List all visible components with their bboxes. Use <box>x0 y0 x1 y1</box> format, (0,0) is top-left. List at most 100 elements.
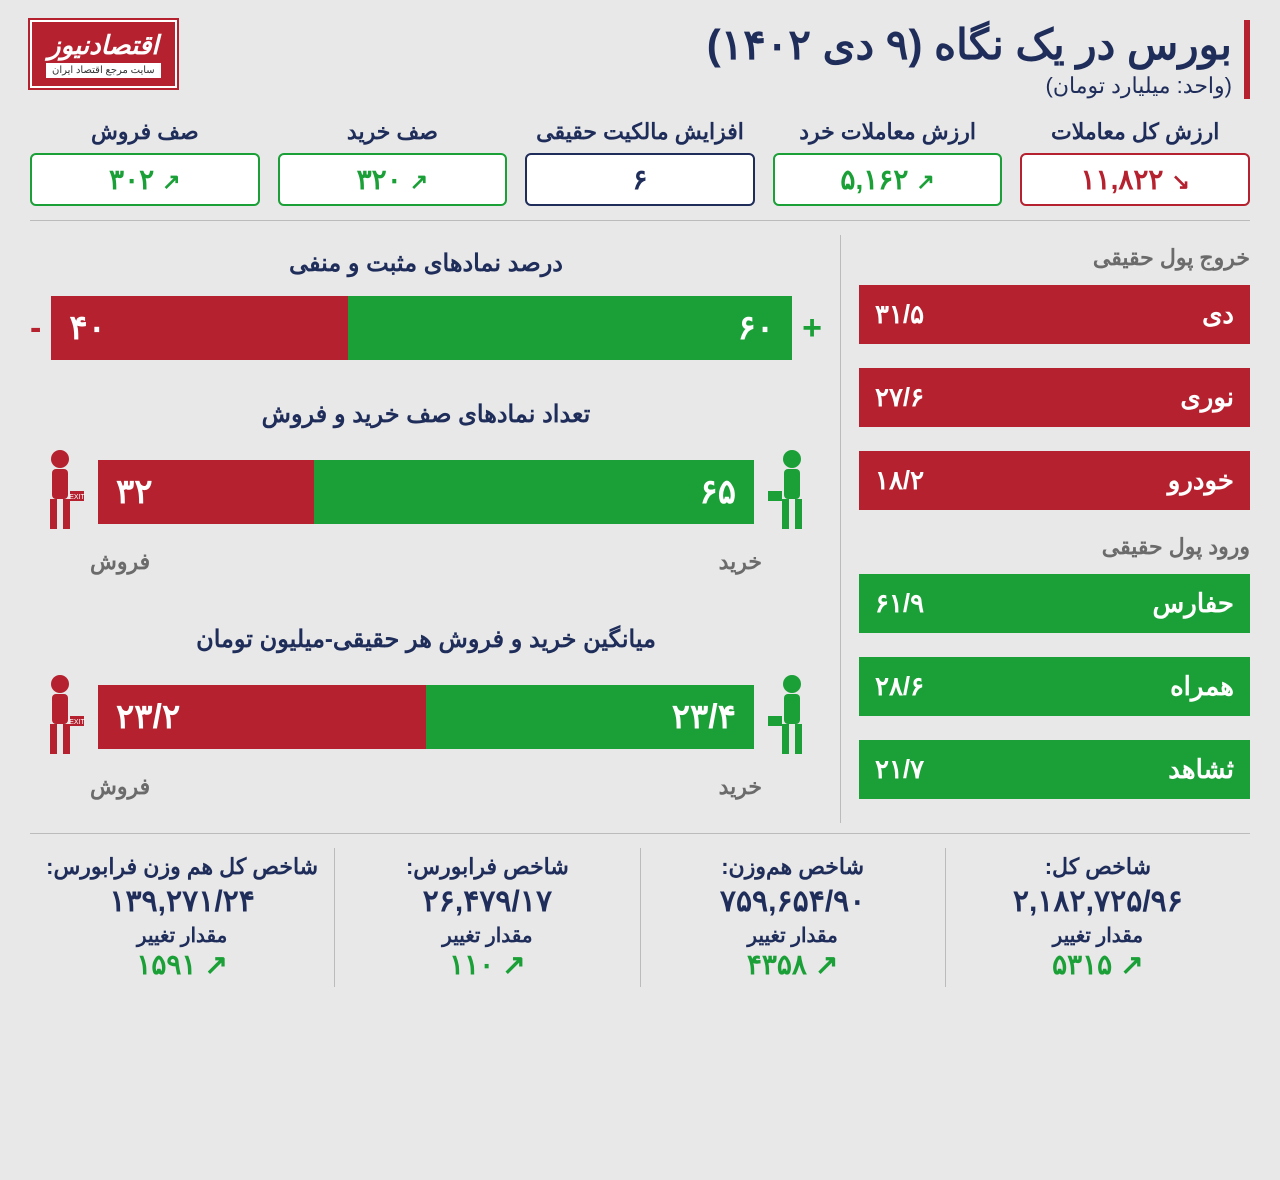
stats-row: ارزش کل معاملات ۱۱,۸۲۲ ارزش معاملات خرد ۵,۱… <box>30 119 1250 221</box>
index-change-label: مقدار تغییر <box>651 923 935 948</box>
outflow-list: دی ۳۱/۵ نوری ۲۷/۶ خودرو ۱۸/۲ <box>859 285 1250 510</box>
stat-label: افزایش مالکیت حقیقی <box>525 119 755 145</box>
stat-number: ۳۰۲ <box>109 163 154 196</box>
arrow-up-icon <box>410 164 428 196</box>
avg-bar-track: ۲۳/۴ ۲۳/۲ <box>98 685 754 749</box>
arrow-icon: ↗ <box>204 948 227 981</box>
arrow-up-icon <box>916 164 934 196</box>
seller-icon: EXIT <box>30 447 90 537</box>
seller-icon: EXIT <box>30 672 90 762</box>
inflow-title: ورود پول حقیقی <box>859 534 1250 560</box>
stat-number: ۳۲۰ <box>357 163 402 196</box>
index-change: ↗۱۵۹۱ <box>40 948 324 981</box>
index-col: شاخص کل هم وزن فرابورس:۱۳۹,۲۷۱/۲۴مقدار ت… <box>30 848 334 987</box>
index-change-label: مقدار تغییر <box>345 923 629 948</box>
minus-sign: - <box>30 309 41 348</box>
index-value: ۲,۱۸۲,۷۲۵/۹۶ <box>956 884 1240 919</box>
pct-positive-segment: ۶۰ <box>348 296 792 360</box>
svg-text:EXIT: EXIT <box>69 494 85 501</box>
flow-value: ۲۸/۶ <box>875 671 924 702</box>
index-change: ↗۴۳۵۸ <box>651 948 935 981</box>
svg-text:EXIT: EXIT <box>69 719 85 726</box>
flow-value: ۲۱/۷ <box>875 754 924 785</box>
stat-value: ۱۱,۸۲۲ <box>1020 153 1250 206</box>
title-block: بورس در یک نگاه (۹ دی ۱۴۰۲) (واحد: میلیا… <box>707 20 1250 99</box>
buyer-icon <box>762 672 822 762</box>
queue-bar-labels: خرید فروش <box>30 545 822 575</box>
stat-card: صف خرید ۳۲۰ <box>278 119 508 206</box>
stat-card: صف فروش۳۰۲ <box>30 119 260 206</box>
avg-bar-labels: خرید فروش <box>30 770 822 800</box>
index-change-value: ۴۳۵۸ <box>747 948 807 981</box>
flow-name: نوری <box>1180 382 1234 413</box>
index-name: شاخص هم‌وزن: <box>651 854 935 880</box>
avg-bar: ۲۳/۴ ۲۳/۲ EXIT <box>30 672 822 762</box>
arrow-up-icon <box>162 164 180 196</box>
avg-bar-block: ۲۳/۴ ۲۳/۲ EXIT خرید فروش <box>30 672 822 800</box>
arrow-icon: ↗ <box>502 948 525 981</box>
flow-value: ۶۱/۹ <box>875 588 924 619</box>
flow-item: حفارس ۶۱/۹ <box>859 574 1250 633</box>
index-change-value: ۱۵۹۱ <box>136 948 196 981</box>
index-change-label: مقدار تغییر <box>956 923 1240 948</box>
index-col: شاخص هم‌وزن: ۷۵۹,۶۵۴/۹۰ مقدار تغییر↗۴۳۵۸ <box>640 848 945 987</box>
flow-name: همراه <box>1170 671 1234 702</box>
flow-name: ثشاهد <box>1168 754 1234 785</box>
queue-bar-block: ۶۵ ۳۲ EXIT خرید فروش <box>30 447 822 575</box>
index-change-value: ۱۱۰ <box>449 948 494 981</box>
flow-item: دی ۳۱/۵ <box>859 285 1250 344</box>
index-change: ↗۵۳۱۵ <box>956 948 1240 981</box>
logo-subtext: سایت مرجع اقتصاد ایران <box>46 63 161 78</box>
content: درصد نمادهای مثبت و منفی + ۶۰ ۴۰ - تعداد… <box>30 235 840 823</box>
brand-logo: اقتصادنیوز سایت مرجع اقتصاد ایران <box>30 20 177 88</box>
avg-buy-label: خرید <box>719 774 762 800</box>
flow-item: همراه ۲۸/۶ <box>859 657 1250 716</box>
flow-item: نوری ۲۷/۶ <box>859 368 1250 427</box>
page-subtitle: (واحد: میلیارد تومان) <box>707 73 1232 99</box>
index-name: شاخص کل: <box>956 854 1240 880</box>
queue-sell-segment: ۳۲ <box>98 460 314 524</box>
logo-text: اقتصادنیوز <box>46 30 161 61</box>
index-col: شاخص فرابورس:۲۶,۴۷۹/۱۷مقدار تغییر↗۱۱۰ <box>334 848 639 987</box>
pct-bar: + ۶۰ ۴۰ - <box>30 296 822 360</box>
queue-bar-track: ۶۵ ۳۲ <box>98 460 754 524</box>
avg-sell-label: فروش <box>90 774 150 800</box>
index-value: ۱۳۹,۲۷۱/۲۴ <box>40 884 324 919</box>
stat-label: ارزش معاملات خرد <box>773 119 1003 145</box>
arrow-icon: ↗ <box>1120 948 1143 981</box>
flow-value: ۳۱/۵ <box>875 299 924 330</box>
avg-bar-title: میانگین خرید و فروش هر حقیقی-میلیون توما… <box>30 625 822 654</box>
index-change-label: مقدار تغییر <box>40 923 324 948</box>
queue-bar-title: تعداد نمادهای صف خرید و فروش <box>30 400 822 429</box>
flow-name: حفارس <box>1153 588 1234 619</box>
queue-buy-label: خرید <box>719 549 762 575</box>
stat-value: ۶ <box>525 153 755 206</box>
flow-value: ۱۸/۲ <box>875 465 924 496</box>
outflow-title: خروج پول حقیقی <box>859 245 1250 271</box>
stat-value: ۵,۱۶۲ <box>773 153 1003 206</box>
flow-name: خودرو <box>1168 465 1234 496</box>
infographic-root: بورس در یک نگاه (۹ دی ۱۴۰۲) (واحد: میلیا… <box>0 0 1280 1007</box>
flow-value: ۲۷/۶ <box>875 382 924 413</box>
stat-number: ۶ <box>633 163 648 196</box>
index-value: ۷۵۹,۶۵۴/۹۰ <box>651 884 935 919</box>
flow-item: خودرو ۱۸/۲ <box>859 451 1250 510</box>
avg-buy-segment: ۲۳/۴ <box>426 685 754 749</box>
stat-number: ۱۱,۸۲۲ <box>1081 163 1164 196</box>
index-value: ۲۶,۴۷۹/۱۷ <box>345 884 629 919</box>
stat-card: ارزش کل معاملات ۱۱,۸۲۲ <box>1020 119 1250 206</box>
flow-name: دی <box>1202 299 1234 330</box>
main-grid: خروج پول حقیقی دی ۳۱/۵ نوری ۲۷/۶ خودرو ۱۸/۲ و… <box>30 235 1250 823</box>
page-title: بورس در یک نگاه (۹ دی ۱۴۰۲) <box>707 20 1232 69</box>
index-col: شاخص کل: ۲,۱۸۲,۷۲۵/۹۶ مقدار تغییر↗۵۳۱۵ <box>945 848 1250 987</box>
pct-bar-track: ۶۰ ۴۰ <box>51 296 792 360</box>
stat-label: صف خرید <box>278 119 508 145</box>
stat-label: ارزش کل معاملات <box>1020 119 1250 145</box>
stat-number: ۵,۱۶۲ <box>840 163 908 196</box>
avg-sell-segment: ۲۳/۲ <box>98 685 426 749</box>
queue-buy-segment: ۶۵ <box>314 460 754 524</box>
header: بورس در یک نگاه (۹ دی ۱۴۰۲) (واحد: میلیا… <box>30 20 1250 99</box>
pct-bar-title: درصد نمادهای مثبت و منفی <box>30 249 822 278</box>
stat-card: افزایش مالکیت حقیقی ۶ <box>525 119 755 206</box>
queue-sell-label: فروش <box>90 549 150 575</box>
